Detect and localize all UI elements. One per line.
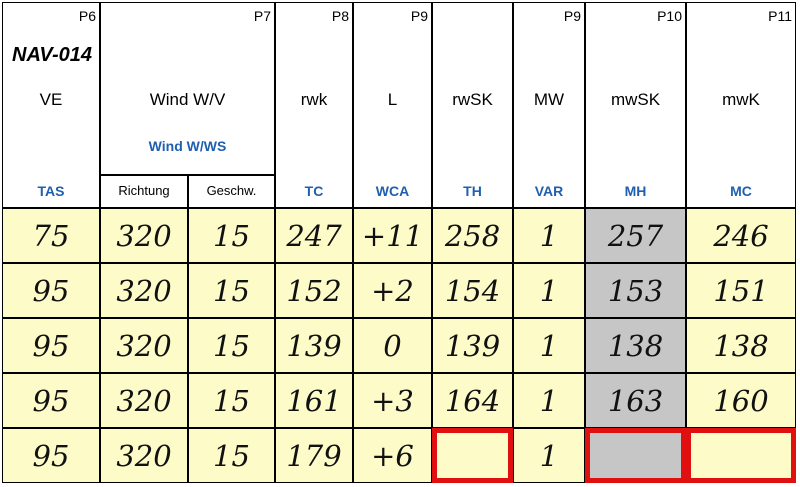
sub-header-cell [188,175,275,208]
data-cell: 15 [188,373,275,428]
column-abbr: VAR [534,183,564,199]
data-cell: 154 [432,263,513,318]
page-ref: P11 [768,8,792,24]
data-cell: 153 [585,263,686,318]
page-ref: P9 [410,8,428,24]
column-abbr: TC [304,183,324,199]
data-cell: 0 [353,318,432,373]
header-cell [275,2,353,208]
header-cell [432,2,513,208]
column-label: rwSK [452,90,493,109]
data-cell: 15 [188,318,275,373]
page-ref: P8 [331,8,349,24]
data-cell: 320 [100,373,188,428]
page-ref: P7 [253,8,271,24]
data-cell: 75 [2,208,100,263]
column-label: rwk [300,90,328,109]
data-cell: 138 [686,318,796,373]
data-cell: +2 [353,263,432,318]
page-ref: P6 [78,8,96,24]
data-cell: 1 [513,373,585,428]
data-cell: 95 [2,428,100,483]
column-label: mwK [722,90,760,109]
data-cell: 1 [513,263,585,318]
header-cell [686,2,796,208]
data-cell: 151 [686,263,796,318]
column-label: MW [533,90,565,109]
header-cell [100,2,275,175]
column-abbr: Wind W/WS [148,138,227,154]
header-cell [353,2,432,208]
data-cell: 320 [100,263,188,318]
column-label: VE [39,90,63,109]
data-cell: 258 [432,208,513,263]
data-cell: 161 [275,373,353,428]
column-label: L [387,90,398,109]
data-cell: 320 [100,428,188,483]
sub-header: Geschw. [206,183,257,198]
column-abbr: MH [624,183,647,199]
data-cell: 1 [513,428,585,483]
table-title: NAV-014 [12,44,93,66]
data-cell: +6 [353,428,432,483]
column-label: mwSK [610,90,661,109]
data-cell [686,428,796,483]
data-cell: 139 [432,318,513,373]
data-cell: 15 [188,428,275,483]
data-cell: 247 [275,208,353,263]
header-cell [2,2,100,208]
data-cell: 139 [275,318,353,373]
sub-header: Richtung [118,183,170,198]
column-label: Wind W/V [149,90,226,109]
data-cell: 179 [275,428,353,483]
page-ref: P9 [563,8,581,24]
data-cell: 1 [513,318,585,373]
data-cell: +3 [353,373,432,428]
data-cell: 257 [585,208,686,263]
data-cell: 1 [513,208,585,263]
data-cell: 95 [2,318,100,373]
sub-header-cell [100,175,188,208]
data-cell: 246 [686,208,796,263]
data-cell: 138 [585,318,686,373]
data-cell: 95 [2,263,100,318]
page-ref: P10 [657,8,682,24]
data-cell [432,428,513,483]
column-abbr: MC [730,183,752,199]
data-cell: 152 [275,263,353,318]
data-cell: 160 [686,373,796,428]
data-cell: 320 [100,318,188,373]
data-cell: 15 [188,263,275,318]
header-cell [585,2,686,208]
data-cell: 15 [188,208,275,263]
data-cell: 164 [432,373,513,428]
data-cell: 163 [585,373,686,428]
header-cell [513,2,585,208]
column-abbr: WCA [375,183,410,199]
data-cell [585,428,686,483]
column-abbr: TH [463,183,482,199]
column-abbr: TAS [37,183,65,199]
data-cell: +11 [353,208,432,263]
data-cell: 95 [2,373,100,428]
data-cell: 320 [100,208,188,263]
